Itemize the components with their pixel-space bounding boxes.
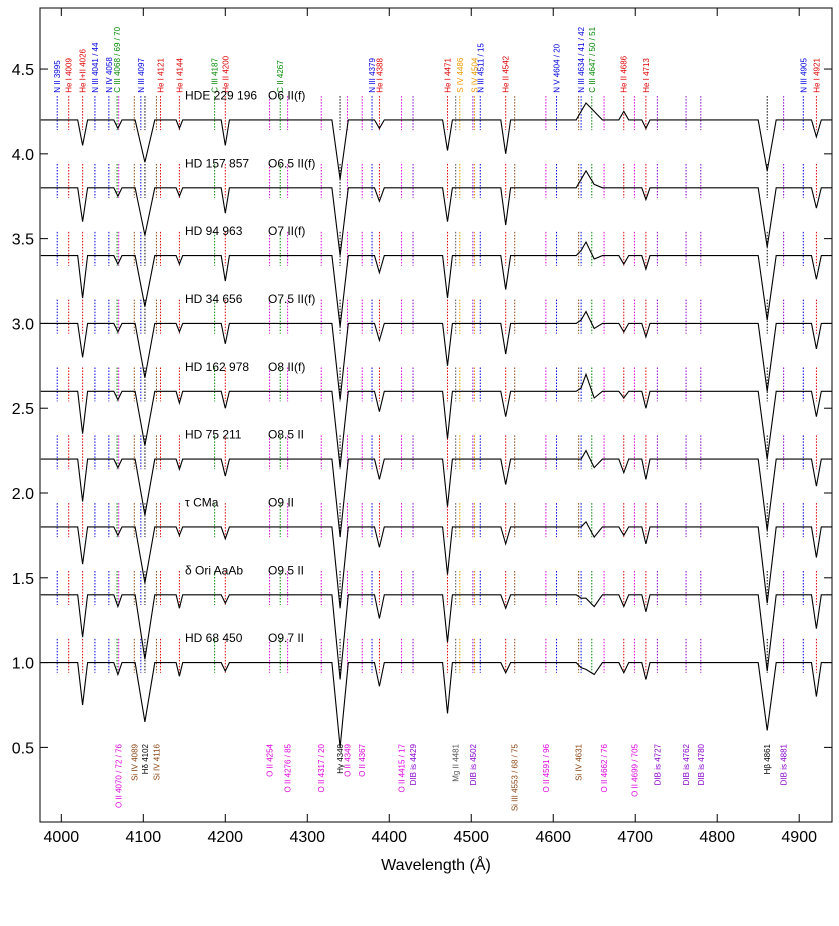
spectrum	[40, 449, 832, 538]
line-id-label: DIB is 4881	[780, 743, 789, 785]
line-id-label: N III 4634 / 41 / 42	[577, 26, 586, 92]
spectral-type: O8 II(f)	[268, 360, 305, 374]
line-id-label: Si IV 4631	[575, 743, 584, 780]
spectrum	[40, 310, 832, 400]
line-id-label: He I 4388	[375, 58, 384, 93]
line-id-label: O II 4254	[266, 743, 275, 776]
line-id-label: Si IV 4089	[130, 743, 139, 780]
y-tick-label: 3.5	[12, 232, 34, 249]
plot-frame	[39, 7, 833, 823]
spectral-type: O7.5 II(f)	[268, 292, 315, 306]
y-tick-label: 1.0	[12, 656, 34, 673]
line-id-label: He II 4686	[620, 55, 629, 92]
y-tick-label: 4.0	[12, 147, 34, 164]
line-id-label: O II 4415 / 17	[398, 743, 407, 792]
x-tick-label: 4200	[207, 829, 243, 846]
star-name: δ Ori AaAb	[185, 563, 243, 577]
x-tick-label: 4000	[44, 829, 80, 846]
line-id-label: He I 4471	[443, 58, 452, 93]
star-name: HD 68 450	[185, 631, 243, 645]
line-id-label: Hγ 4340	[336, 743, 345, 773]
line-id-label: N III 4379	[368, 58, 377, 93]
star-name: HD 34 656	[185, 292, 243, 306]
spectral-type: O9.5 II	[268, 563, 304, 577]
line-id-label: O II 4276 / 85	[284, 743, 293, 792]
star-name: HD 75 211	[185, 428, 242, 442]
line-id-label: C III 4647 / 50 / 51	[588, 26, 597, 92]
spectral-type: O7 II(f)	[268, 224, 305, 238]
line-id-label: S IV 4504	[471, 57, 480, 93]
spectrum	[40, 240, 832, 327]
spectral-type: O6.5 II(f)	[268, 156, 315, 170]
y-tick-label: 3.0	[12, 316, 34, 333]
line-id-label: DIB is 4727	[653, 743, 662, 785]
line-id-label: N IV 4058	[105, 57, 114, 93]
line-id-label: He II 4200	[221, 55, 230, 92]
star-name: HDE 229 196	[185, 89, 257, 103]
line-id-label: He I 4009	[65, 58, 74, 93]
line-id-label: Hδ 4102	[141, 743, 150, 774]
line-id-label: C III 4187	[211, 58, 220, 93]
line-id-label: O II 4662 / 76	[600, 743, 609, 792]
y-tick-label: 2.0	[12, 486, 34, 503]
line-id-label: O II 4349	[343, 743, 352, 776]
line-id-label: DIB is 4429	[409, 743, 418, 785]
line-id-label: N V 4604 / 20	[553, 43, 562, 92]
y-tick-label: 0.5	[12, 740, 34, 757]
spectrum	[40, 662, 832, 748]
y-tick-label: 1.5	[12, 571, 34, 588]
line-id-label: O II 4591 / 96	[542, 743, 551, 792]
line-id-label: O II 4699 / 705	[630, 743, 639, 796]
spectrum	[40, 169, 832, 256]
line-id-label: N III 4511 / 15	[476, 43, 485, 93]
spectral-type: O6 II(f)	[268, 89, 305, 103]
line-id-label: Mg II 4481	[452, 743, 461, 781]
line-id-label: N III 4097	[137, 58, 146, 93]
line-id-label: N III 4041 / 44	[91, 42, 100, 93]
line-id-label: DIB is 4762	[682, 743, 691, 785]
x-axis-label: Wavelength (Å)	[381, 855, 491, 874]
x-tick-label: 4600	[535, 829, 571, 846]
line-id-label: S IV 4486	[456, 57, 465, 93]
line-id-label: He I+II 4026	[79, 48, 88, 92]
line-id-label: Si III 4553 / 68 / 75	[511, 743, 520, 811]
star-name: HD 162 978	[185, 360, 249, 374]
x-tick-label: 4500	[453, 829, 489, 846]
star-name: HD 157 857	[185, 156, 249, 170]
line-id-label: He II 4542	[502, 55, 511, 92]
line-id-label: He I 4144	[175, 58, 184, 93]
line-id-label: O II 4070 / 72 / 76	[115, 743, 124, 808]
line-id-label: C III 4068 / 69 / 70	[113, 26, 122, 92]
spectrum	[40, 102, 832, 180]
spectrum	[40, 520, 832, 609]
line-id-label: N II 3995	[53, 60, 62, 93]
spectral-type: O8.5 II	[268, 428, 304, 442]
x-tick-label: 4300	[289, 829, 325, 846]
line-id-label: He I 4121	[157, 58, 166, 93]
line-id-label: Si IV 4116	[152, 743, 161, 780]
line-id-label: He I 4921	[812, 58, 821, 93]
line-id-label: O II 4317 / 20	[317, 743, 326, 792]
y-tick-label: 2.5	[12, 401, 34, 418]
x-tick-label: 4700	[617, 829, 653, 846]
line-id-label: Hβ 4861	[763, 743, 772, 774]
x-tick-label: 4900	[781, 829, 817, 846]
x-tick-label: 4800	[699, 829, 735, 846]
spectral-type: O9.7 II	[268, 631, 304, 645]
y-tick-label: 4.5	[12, 62, 34, 79]
line-id-label: N III 4905	[799, 58, 808, 93]
x-tick-label: 4400	[371, 829, 407, 846]
line-id-label: He I 4713	[642, 58, 651, 93]
spectral-type: O9 II	[268, 496, 294, 510]
star-name: τ CMa	[185, 496, 219, 510]
star-name: HD 94 963	[185, 224, 243, 238]
x-tick-label: 4100	[126, 829, 162, 846]
line-id-label: DIB is 4502	[469, 743, 478, 785]
spectrum	[40, 372, 832, 468]
spectrum	[40, 594, 832, 680]
line-id-label: C II 4267	[276, 60, 285, 93]
line-id-label: O II 4367	[358, 743, 367, 776]
line-id-label: DIB is 4780	[697, 743, 706, 785]
